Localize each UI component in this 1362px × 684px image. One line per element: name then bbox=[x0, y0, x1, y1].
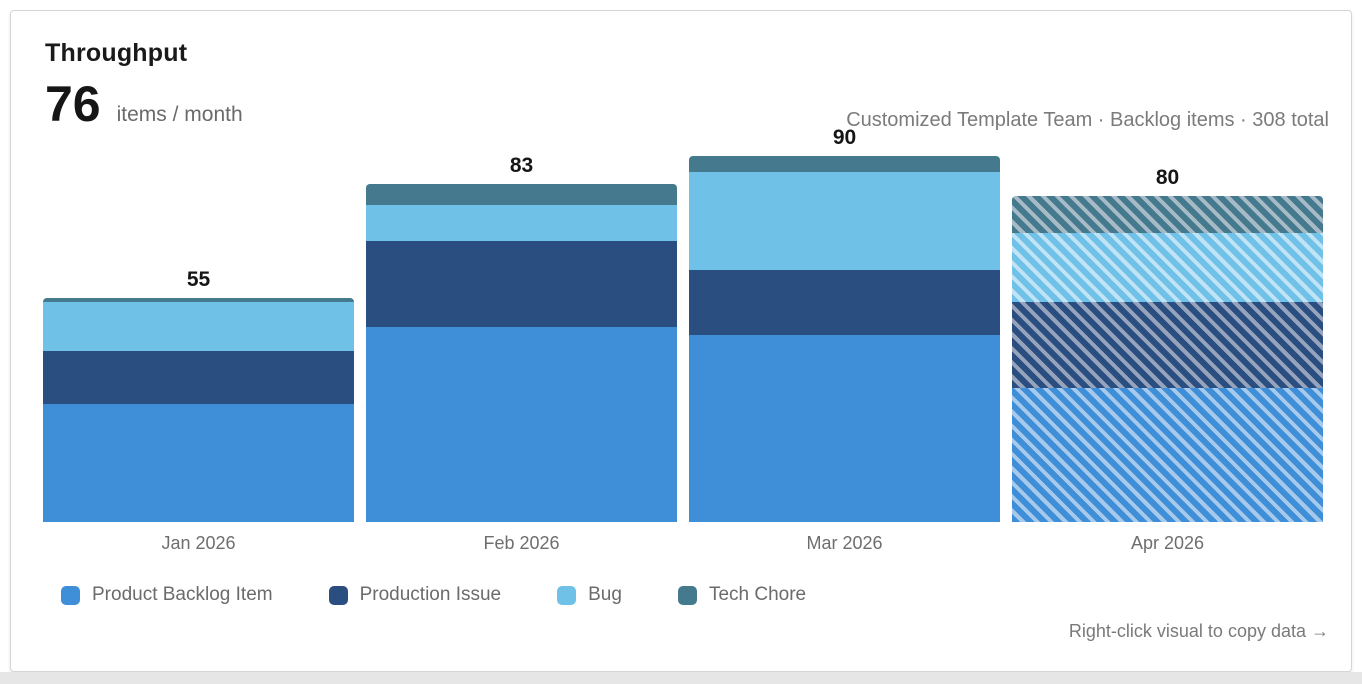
context-line: Customized Template Team · Backlog items… bbox=[846, 109, 1329, 131]
legend-item-product-backlog-item[interactable]: Product Backlog Item bbox=[61, 584, 273, 606]
x-axis-labels: Jan 2026 Feb 2026 Mar 2026 Apr 2026 bbox=[43, 533, 1323, 554]
legend-label: Tech Chore bbox=[708, 584, 807, 605]
legend-swatch-icon bbox=[328, 585, 348, 605]
bar-stack-jan-2026[interactable] bbox=[43, 298, 354, 522]
card-header: Throughput 76 items / month bbox=[45, 39, 243, 132]
bar-column-apr-2026[interactable]: 80 bbox=[1012, 166, 1323, 522]
legend-label: Production Issue bbox=[359, 584, 502, 605]
x-axis-label-mar-2026: Mar 2026 bbox=[806, 533, 883, 553]
chart-legend: Product Backlog Item Production Issue Bug T… bbox=[61, 584, 806, 606]
bar-segment-production-issue-mar-2026[interactable] bbox=[689, 269, 1000, 335]
x-axis-label-jan-2026: Jan 2026 bbox=[161, 533, 236, 553]
legend-swatch-icon bbox=[61, 585, 80, 605]
bar-segment-bug-apr-2026[interactable] bbox=[1012, 233, 1323, 303]
bar-segment-product-backlog-item-apr-2026[interactable] bbox=[1012, 387, 1323, 522]
legend-swatch-icon bbox=[557, 585, 577, 605]
bar-segment-product-backlog-item-feb-2026[interactable] bbox=[366, 326, 677, 522]
legend-label: Bug bbox=[588, 584, 622, 605]
card-title: Throughput bbox=[45, 39, 188, 67]
bar-segment-product-backlog-item-jan-2026[interactable] bbox=[43, 403, 354, 522]
x-axis-label-apr-2026: Apr 2026 bbox=[1130, 533, 1205, 553]
bar-segment-product-backlog-item-mar-2026[interactable] bbox=[689, 334, 1000, 522]
bar-segment-tech-chore-apr-2026[interactable] bbox=[1012, 196, 1323, 234]
bar-segment-tech-chore-mar-2026[interactable] bbox=[689, 155, 1000, 172]
legend-item-production-issue[interactable]: Production Issue bbox=[328, 584, 502, 606]
bar-segment-production-issue-jan-2026[interactable] bbox=[43, 351, 354, 404]
stacked-bar-chart[interactable]: 55 83 90 80 bbox=[43, 126, 1323, 522]
throughput-card[interactable]: Throughput 76 items / month Customized T… bbox=[10, 10, 1352, 672]
legend-item-bug[interactable]: Bug bbox=[557, 584, 622, 606]
bar-total-label: 80 bbox=[1155, 166, 1180, 190]
legend-item-tech-chore[interactable]: Tech Chore bbox=[677, 584, 807, 606]
metric-row: 76 items / month bbox=[45, 76, 243, 132]
bar-total-label: 55 bbox=[186, 268, 211, 292]
legend-swatch-icon bbox=[677, 585, 697, 605]
bar-segment-production-issue-feb-2026[interactable] bbox=[366, 241, 677, 327]
bar-segment-bug-jan-2026[interactable] bbox=[43, 302, 354, 352]
bar-segment-tech-chore-jan-2026[interactable] bbox=[43, 298, 354, 303]
bar-column-feb-2026[interactable]: 83 bbox=[366, 154, 677, 522]
bar-segment-bug-feb-2026[interactable] bbox=[366, 204, 677, 242]
x-axis-label-feb-2026: Feb 2026 bbox=[483, 533, 560, 553]
copy-data-hint: Right-click visual to copy data → bbox=[1068, 621, 1329, 641]
bar-total-label: 83 bbox=[509, 154, 534, 178]
bar-stack-feb-2026[interactable] bbox=[366, 184, 677, 522]
bar-segment-tech-chore-feb-2026[interactable] bbox=[366, 184, 677, 205]
bar-stack-mar-2026[interactable] bbox=[689, 155, 1000, 522]
bar-segment-bug-mar-2026[interactable] bbox=[689, 172, 1000, 270]
bar-stack-apr-2026[interactable] bbox=[1012, 196, 1323, 522]
legend-label: Product Backlog Item bbox=[92, 584, 273, 605]
bar-segment-production-issue-apr-2026[interactable] bbox=[1012, 302, 1323, 388]
metric-value: 76 bbox=[45, 76, 101, 132]
page-background-strip bbox=[0, 672, 1362, 684]
bar-column-jan-2026[interactable]: 55 bbox=[43, 268, 354, 522]
bar-column-mar-2026[interactable]: 90 bbox=[689, 126, 1000, 522]
metric-unit: items / month bbox=[116, 103, 243, 126]
bar-total-label: 90 bbox=[832, 125, 857, 149]
